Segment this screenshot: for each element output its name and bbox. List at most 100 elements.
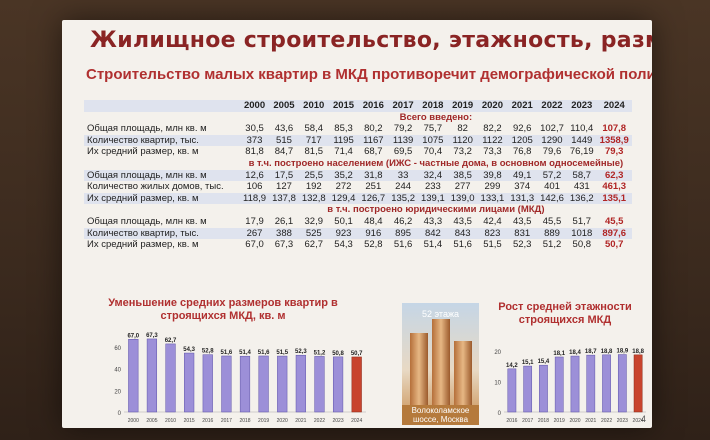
table-cell: 373: [240, 134, 270, 147]
bar: [351, 356, 362, 413]
x-tick-label: 2021: [295, 418, 306, 424]
table-row: Количество жилых домов, тыс. 106 127 192 272…: [84, 181, 632, 193]
data-label: 14,2: [506, 363, 518, 369]
x-tick-label: 2019: [258, 418, 269, 424]
x-tick-label: 2019: [554, 418, 565, 424]
table-cell: 142,6: [537, 192, 567, 205]
data-label: 52,3: [295, 349, 307, 355]
bar: [602, 354, 611, 413]
year-header-cell: 2000: [240, 100, 270, 112]
year-header-cell: 2021: [507, 100, 538, 112]
section-heading-spacer: [84, 204, 240, 216]
table-cell: 33: [388, 169, 418, 182]
tower-shape: [454, 341, 472, 411]
table-cell: 51,4: [423, 239, 443, 251]
x-tick-label: 2005: [146, 418, 157, 424]
y-tick-label: 40: [114, 368, 121, 374]
bar: [314, 356, 325, 413]
table-cell: 388: [269, 227, 299, 240]
table-cell: 133,1: [477, 192, 508, 205]
table-cell: 25,5: [298, 169, 329, 182]
table-row: Общая площадь, млн кв. м 30,5 43,6 58,4 85,3…: [84, 123, 632, 135]
table-cell: 132,8: [298, 192, 329, 205]
table-cell: 842: [417, 227, 448, 240]
table-cell: 81,5: [304, 146, 324, 158]
table-cell: 43,3: [423, 215, 443, 227]
table-cell: 80,2: [364, 123, 383, 135]
table-cell: 843: [447, 227, 478, 240]
bar: [258, 355, 269, 413]
table-cell: 42,4: [483, 215, 502, 227]
data-label: 54,3: [183, 347, 195, 353]
bar: [554, 356, 564, 413]
table-cell: 48,4: [364, 215, 383, 227]
table-cell: 50,1: [334, 215, 353, 227]
y-tick-label: 60: [114, 346, 121, 352]
table-cell: 84,7: [274, 146, 294, 158]
table-cell: 67,0: [245, 239, 264, 251]
section-heading: в т.ч. построено населением (ИЖС - частн…: [248, 157, 624, 169]
table-cell: 32,9: [304, 215, 324, 227]
bar: [332, 356, 344, 413]
header-empty-cell: [84, 100, 240, 112]
table-cell: 50,7: [604, 239, 624, 251]
table-cell: 110,4: [570, 123, 594, 135]
bar: [633, 354, 643, 413]
x-tick-label: 2000: [128, 418, 139, 424]
table-cell: 1139: [388, 134, 418, 147]
table-row: Количество квартир, тыс. 267 388 525 923 916 8…: [84, 227, 632, 240]
left-chart-title: Уменьшение средних размеров квартир в ст…: [108, 297, 338, 322]
year-header-cell: 2015: [328, 100, 359, 112]
data-label: 18,8: [632, 349, 644, 355]
row-label: Их средний размер, кв. м: [84, 192, 240, 205]
table-cell: 192: [305, 181, 322, 193]
table-cell: 92,6: [512, 123, 532, 135]
table-cell: 38,5: [447, 169, 478, 182]
x-tick-label: 2020: [277, 418, 288, 424]
photo-floors-label: 52 этажа: [422, 309, 459, 319]
table-cell: 717: [298, 134, 329, 147]
x-tick-label: 2023: [617, 418, 628, 424]
table-cell: 136,2: [566, 192, 597, 205]
section-heading: Всего введено:: [399, 111, 473, 123]
table-cell: 1358,9: [596, 134, 632, 147]
x-tick-label: 2023: [333, 418, 344, 424]
bar: [523, 365, 533, 413]
bar: [586, 354, 596, 413]
slide-title: Жилищное строительство, этажность, разме…: [90, 28, 652, 53]
year-header-cell: 2018: [417, 100, 448, 112]
table-cell: 50,8: [572, 239, 592, 251]
table-cell: 244: [395, 181, 412, 193]
table-row: Количество квартир, тыс. 373 515 717 1195 116…: [84, 134, 632, 147]
table-cell: 1120: [447, 134, 478, 147]
right-bar-chart: 0 10 20 14,2 2016 15,1 2017 15,4 2018 18,1 2019 18,…: [494, 349, 646, 424]
section-heading-spacer: [84, 112, 240, 124]
building-photo: 52 этажа Волоколамское шоссе, Москва: [402, 303, 479, 425]
table-cell: 76,8: [512, 146, 532, 158]
bar: [570, 355, 580, 413]
table-cell: 1122: [477, 134, 508, 147]
bar: [128, 339, 139, 413]
bar: [539, 364, 548, 413]
table-cell: 52,3: [512, 239, 532, 251]
bar: [146, 338, 158, 413]
table-cell: 897,6: [596, 227, 632, 240]
table-cell: 17,9: [245, 215, 264, 227]
table-cell: 401: [544, 181, 560, 193]
data-label: 51,4: [239, 350, 251, 356]
bar: [184, 352, 195, 413]
row-label: Общая площадь, млн кв. м: [84, 169, 240, 182]
data-label: 62,7: [165, 338, 177, 344]
table-cell: 895: [388, 227, 418, 240]
x-tick-label: 2024: [351, 418, 362, 424]
y-tick-label: 10: [494, 381, 501, 387]
table-cell: 272: [335, 181, 352, 193]
bar: [295, 354, 306, 413]
table-cell: 12,6: [240, 169, 270, 182]
section-heading-row: Всего введено:: [84, 112, 632, 124]
table-row: Их средний размер, кв. м 118,9 137,8 132,8 1…: [84, 192, 632, 205]
data-label: 15,1: [522, 360, 534, 366]
slide-subtitle: Строительство малых квартир в МКД против…: [86, 66, 652, 83]
bar: [507, 368, 517, 413]
table-cell: 69,5: [393, 146, 413, 158]
